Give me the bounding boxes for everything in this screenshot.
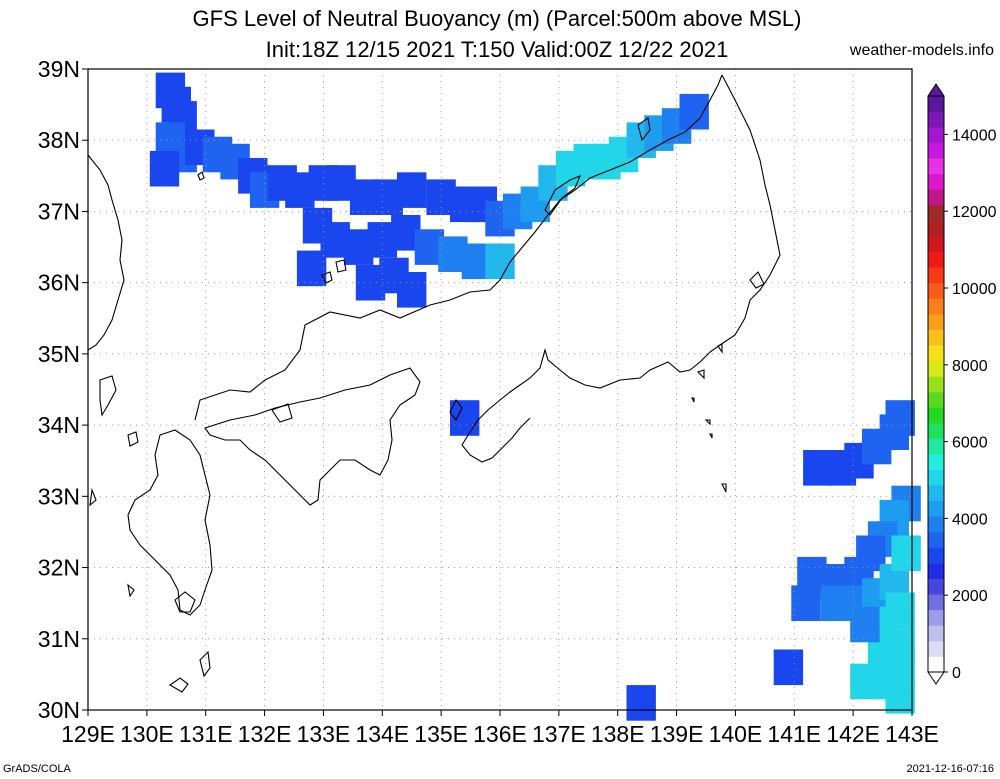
colorbar-label: 8000	[952, 358, 988, 375]
buoyancy-field	[149, 72, 921, 721]
field-cell	[850, 606, 880, 643]
colorbar-swatch	[928, 516, 944, 533]
lon-label: 136E	[473, 721, 527, 747]
colorbar-swatch	[928, 578, 944, 595]
colorbar-swatch	[928, 220, 944, 237]
colorbar-label: 2000	[952, 588, 988, 605]
colorbar-swatch	[928, 360, 944, 377]
field-cell	[885, 592, 915, 629]
colorbar-swatch	[928, 142, 944, 159]
lon-label: 143E	[885, 721, 939, 747]
map-subtitle: Init:18Z 12/15 2021 T:150 Valid:00Z 12/2…	[265, 37, 729, 62]
field-cell	[773, 649, 804, 686]
lat-label: 32N	[38, 555, 80, 581]
field-cell	[791, 585, 821, 621]
lat-label: 38N	[38, 127, 80, 153]
field-cell	[885, 678, 915, 714]
colorbar-swatch	[928, 391, 944, 408]
colorbar-swatch	[928, 547, 944, 564]
lon-label: 135E	[414, 721, 468, 747]
lon-label: 138E	[591, 721, 645, 747]
colorbar-label: 0	[952, 665, 961, 682]
colorbar-swatch	[928, 313, 944, 330]
colorbar-swatch	[928, 438, 944, 455]
lat-label: 30N	[38, 697, 80, 723]
colorbar-swatch	[928, 267, 944, 284]
colorbar-swatch	[928, 563, 944, 579]
colorbar-swatch	[928, 111, 944, 128]
lat-label: 37N	[38, 198, 80, 224]
colorbar-swatch	[928, 298, 944, 315]
lat-lon-grid	[88, 69, 912, 710]
colorbar-swatch	[928, 594, 944, 611]
lon-label: 134E	[355, 721, 409, 747]
colorbar-swatch	[928, 376, 944, 393]
colorbar-label: 6000	[952, 435, 988, 452]
colorbar-swatch	[928, 609, 944, 626]
colorbar-swatch	[928, 469, 944, 486]
colorbar-swatch	[928, 656, 944, 673]
field-cell	[891, 535, 921, 572]
colorbar-swatch	[928, 158, 944, 175]
colorbar-swatch	[928, 345, 944, 362]
colorbar-swatch	[928, 236, 944, 253]
lon-label: 142E	[826, 721, 880, 747]
lat-label: 31N	[38, 626, 80, 652]
longitude-labels: 129E 130E 131E 132E 133E 134E 135E 136E 137E 138E…	[61, 710, 939, 747]
colorbar-swatch	[928, 625, 944, 642]
colorbar-label: 14000	[952, 127, 997, 144]
lon-label: 137E	[532, 721, 586, 747]
field-cell	[626, 685, 656, 721]
lon-label: 141E	[767, 721, 821, 747]
colorbar	[927, 83, 945, 685]
lat-label: 33N	[38, 483, 80, 509]
credit-timestamp: 2021-12-16-07:16	[906, 763, 994, 775]
colorbar-swatch	[928, 422, 944, 439]
lon-label: 131E	[179, 721, 233, 747]
lat-label: 36N	[38, 270, 80, 296]
colorbar-swatch	[928, 531, 944, 548]
field-cell	[397, 172, 427, 208]
field-cell	[296, 250, 327, 287]
colorbar-swatch	[928, 407, 944, 424]
colorbar-label: 10000	[952, 281, 997, 298]
lat-label: 34N	[38, 412, 80, 438]
colorbar-swatch	[928, 282, 944, 299]
colorbar-swatch	[928, 454, 944, 471]
lon-label: 129E	[61, 721, 115, 747]
lat-label: 39N	[38, 56, 80, 82]
colorbar-swatch	[928, 204, 944, 221]
colorbar-swatch	[928, 96, 944, 112]
colorbar-labels: 0 2000 4000 6000 8000 10000 12000 14000	[944, 127, 997, 682]
colorbar-swatch	[928, 500, 944, 517]
colorbar-label: 12000	[952, 204, 997, 221]
map-title: GFS Level of Neutral Buoyancy (m) (Parce…	[192, 6, 802, 31]
latitude-labels: 30N 31N 32N 33N 34N 35N 36N 37N 38N 39N	[38, 56, 88, 723]
colorbar-swatch	[928, 251, 944, 268]
colorbar-swatch	[928, 329, 944, 346]
field-cell	[149, 150, 180, 187]
colorbar-top-arrow	[927, 83, 945, 97]
colorbar-bottom-arrow	[927, 671, 945, 685]
colorbar-swatch	[928, 640, 944, 657]
colorbar-swatch	[928, 127, 944, 144]
field-cell	[397, 272, 427, 308]
site-label[interactable]: weather-models.info	[849, 42, 994, 59]
colorbar-swatch	[928, 485, 944, 502]
coastlines	[87, 74, 781, 693]
colorbar-swatch	[928, 189, 944, 206]
field-cell	[885, 400, 915, 436]
lon-label: 132E	[238, 721, 292, 747]
credit-grads: GrADS/COLA	[3, 763, 71, 775]
lon-label: 139E	[650, 721, 704, 747]
lat-label: 35N	[38, 341, 80, 367]
lon-label: 133E	[297, 721, 351, 747]
lon-label: 130E	[120, 721, 174, 747]
colorbar-swatch	[928, 173, 944, 190]
lon-label: 140E	[709, 721, 763, 747]
colorbar-label: 4000	[952, 511, 988, 528]
